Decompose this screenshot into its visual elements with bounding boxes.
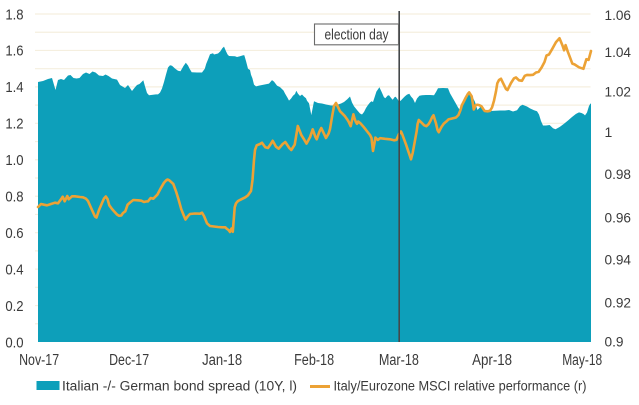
svg-text:Nov-17: Nov-17 xyxy=(19,352,59,369)
svg-text:0.94: 0.94 xyxy=(605,252,632,268)
svg-text:1.0: 1.0 xyxy=(5,152,23,169)
svg-text:Mar-18: Mar-18 xyxy=(379,352,419,369)
svg-text:1.4: 1.4 xyxy=(5,79,23,96)
svg-text:1.04: 1.04 xyxy=(605,44,632,60)
svg-text:0.6: 0.6 xyxy=(5,225,23,242)
svg-text:Apr-18: Apr-18 xyxy=(472,352,512,369)
svg-text:Italy/Eurozone MSCI relative p: Italy/Eurozone MSCI relative performance… xyxy=(334,379,587,394)
svg-text:1.02: 1.02 xyxy=(605,84,632,100)
svg-text:0.92: 0.92 xyxy=(605,295,632,311)
svg-text:1.2: 1.2 xyxy=(5,116,23,133)
svg-text:1.8: 1.8 xyxy=(5,6,23,23)
svg-text:0.8: 0.8 xyxy=(5,189,23,206)
svg-text:election day: election day xyxy=(325,28,390,44)
svg-text:1.6: 1.6 xyxy=(5,43,23,60)
svg-text:1: 1 xyxy=(605,124,613,140)
svg-text:Italian -/- German bond spread: Italian -/- German bond spread (10Y, l) xyxy=(62,379,297,394)
svg-text:0.0: 0.0 xyxy=(5,334,23,351)
svg-text:0.96: 0.96 xyxy=(605,210,632,226)
svg-text:0.4: 0.4 xyxy=(5,261,23,278)
svg-text:0.2: 0.2 xyxy=(5,298,23,315)
svg-text:Feb-18: Feb-18 xyxy=(294,352,334,369)
svg-text:0.9: 0.9 xyxy=(605,334,624,350)
svg-text:1.06: 1.06 xyxy=(605,7,632,23)
svg-text:May-18: May-18 xyxy=(562,352,602,369)
svg-text:Dec-17: Dec-17 xyxy=(109,352,149,369)
svg-text:0.98: 0.98 xyxy=(605,166,632,182)
svg-text:Jan-18: Jan-18 xyxy=(202,352,242,369)
